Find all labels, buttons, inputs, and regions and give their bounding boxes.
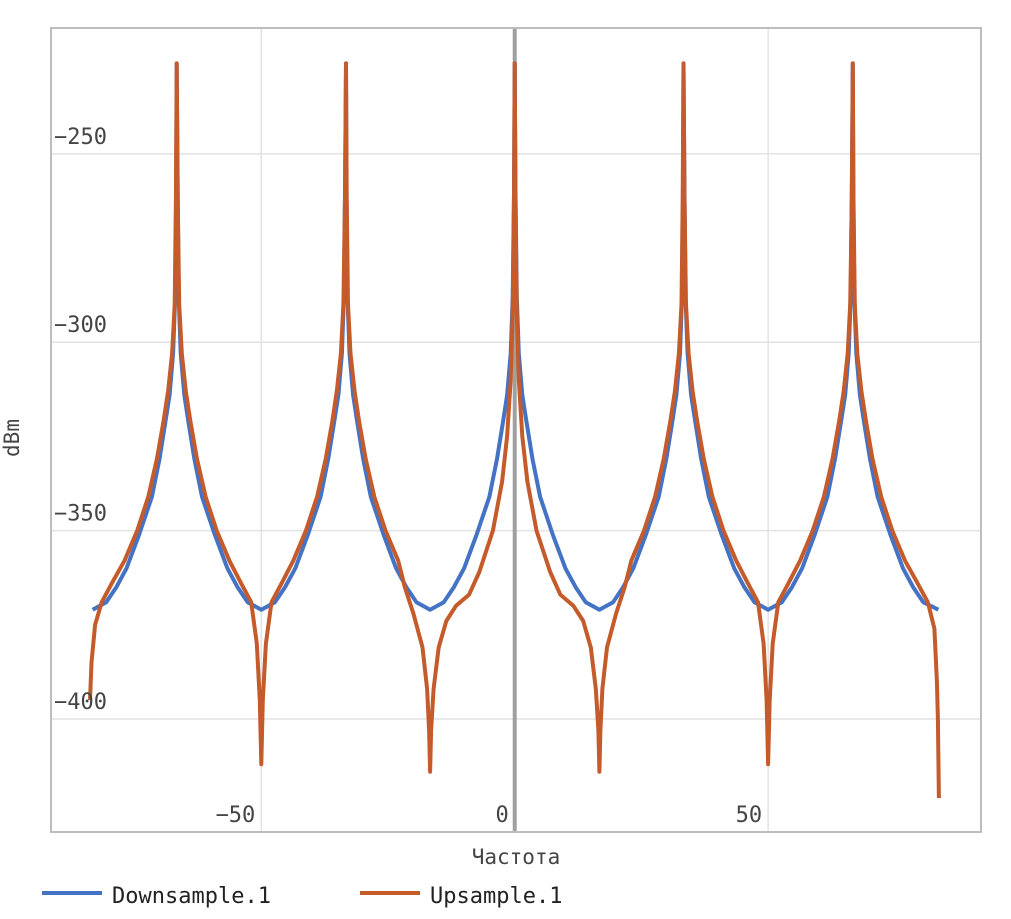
x-tick-label: −50 <box>216 803 256 828</box>
y-tick-label: −350 <box>54 502 107 527</box>
x-tick-label: 50 <box>736 803 763 828</box>
legend-item-upsample[interactable]: Upsample.1 <box>360 884 562 909</box>
y-tick-label: −250 <box>54 125 107 150</box>
y-axis-title: dBm <box>0 419 24 457</box>
series-line-upsample-1 <box>88 61 941 799</box>
y-tick-label: −400 <box>54 690 107 715</box>
x-axis-title: Частота <box>472 845 561 869</box>
legend-item-downsample[interactable]: Downsample.1 <box>42 884 271 909</box>
x-tick-label: 0 <box>495 803 508 828</box>
legend-label-upsample: Upsample.1 <box>430 884 562 909</box>
legend: Downsample.1 Upsample.1 <box>42 884 562 909</box>
series-layer <box>88 61 941 799</box>
tick-labels: −250 −300 −350 −400 −50 0 50 <box>54 125 762 828</box>
plot-frame <box>50 27 982 833</box>
y-tick-label: −300 <box>54 313 107 338</box>
legend-label-downsample: Downsample.1 <box>112 884 271 909</box>
